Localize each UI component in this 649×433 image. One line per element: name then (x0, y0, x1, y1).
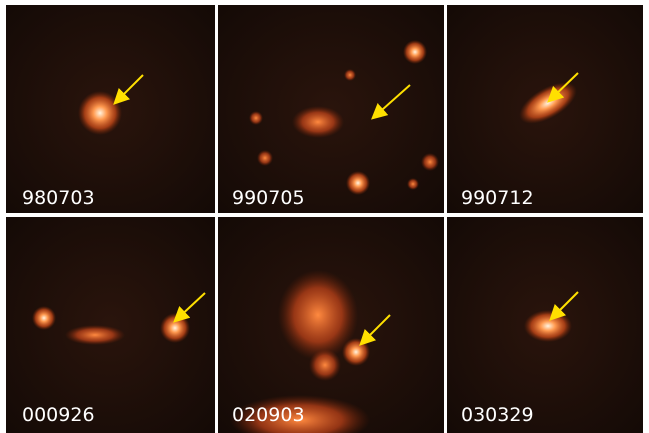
galaxy (78, 91, 122, 135)
galaxy (65, 325, 125, 345)
galaxy (309, 349, 341, 381)
panel-label: 990705 (232, 187, 305, 209)
panel-label: 980703 (22, 187, 95, 209)
galaxy (249, 111, 263, 125)
arrow (371, 84, 411, 120)
arrow (547, 72, 579, 103)
galaxy (257, 150, 273, 166)
arrows (113, 72, 579, 346)
galaxy (421, 153, 439, 171)
panel-label: 030329 (461, 404, 534, 426)
galaxy (342, 338, 370, 366)
panel-label: 000926 (22, 404, 95, 426)
labels: 980703 990705 990712 000926 020903 03032… (22, 187, 534, 426)
panel-label: 020903 (232, 404, 305, 426)
galaxy (32, 306, 56, 330)
arrow (173, 292, 206, 323)
galaxy (407, 178, 419, 190)
galaxy (160, 313, 190, 343)
galaxy (292, 106, 344, 138)
galaxy (346, 171, 370, 195)
arrow (359, 314, 391, 346)
galaxy (344, 69, 356, 81)
galaxy (403, 40, 427, 64)
galaxy (524, 310, 572, 342)
galaxy (278, 270, 358, 360)
arrow (113, 74, 144, 105)
galaxies (32, 40, 577, 433)
panel-label: 990712 (461, 187, 534, 209)
galaxy (230, 395, 370, 433)
arrow (549, 291, 579, 321)
